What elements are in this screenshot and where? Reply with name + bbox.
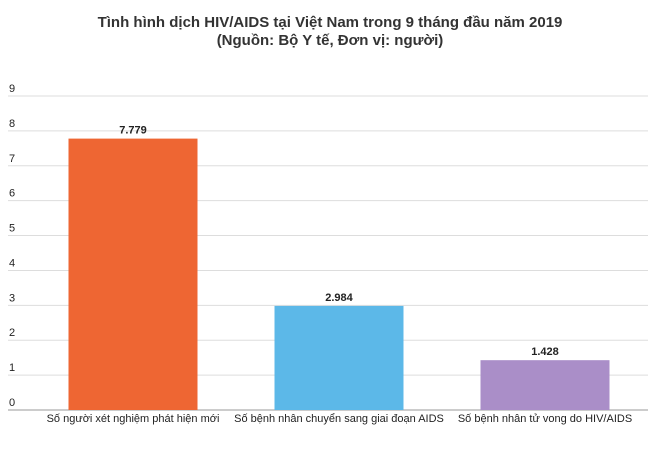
y-tick-label: 9 [9,83,15,95]
chart-title: Tình hình dịch HIV/AIDS tại Việt Nam tro… [97,14,563,31]
chart-subtitle: (Nguồn: Bộ Y tế, Đơn vị: người) [216,32,444,49]
bar [480,360,610,410]
y-tick-label: 8 [9,118,15,130]
bar [68,138,198,410]
y-tick-label: 5 [9,223,15,235]
y-axis-ticks: 0 1 2 3 4 5 6 7 8 9 [9,83,15,409]
data-labels: 7.779 2.984 1.428 [119,125,559,359]
chart-title-block: Tình hình dịch HIV/AIDS tại Việt Nam tro… [0,14,660,50]
y-tick-label: 7 [9,153,15,165]
y-tick-label: 0 [9,397,15,409]
category-labels: Số người xét nghiệm phát hiện mới Số bệnh… [47,413,633,425]
y-tick-label: 1 [9,362,15,374]
category-label: Số người xét nghiệm phát hiện mới [47,413,220,425]
y-tick-label: 4 [9,257,15,269]
y-tick-label: 2 [9,327,15,339]
data-label: 7.779 [119,125,147,137]
bars [68,138,610,410]
y-tick-label: 3 [9,292,15,304]
data-label: 2.984 [325,292,353,304]
y-tick-label: 6 [9,188,15,200]
data-label: 1.428 [531,346,559,358]
bar [274,305,404,410]
category-label: Số bệnh nhân tử vong do HIV/AIDS [458,413,632,425]
category-label: Số bệnh nhân chuyển sang giai đoạn AIDS [234,413,444,425]
